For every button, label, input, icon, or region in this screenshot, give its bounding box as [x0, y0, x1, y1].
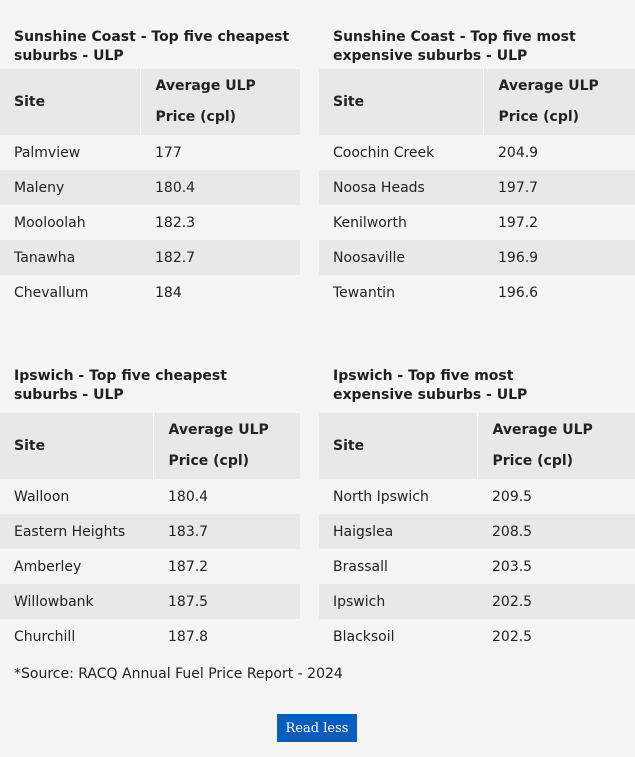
table-row: Maleny 180.4	[0, 170, 300, 205]
site-cell: Tanawha	[0, 240, 140, 275]
sunshine-cheapest-block: Sunshine Coast - Top five cheapest subur…	[0, 28, 300, 310]
price-column-header: Average ULP Price (cpl)	[476, 413, 635, 479]
site-column-header: Site	[319, 413, 477, 479]
table-row: Tewantin 196.6	[319, 275, 635, 310]
site-cell: Haigslea	[319, 514, 477, 549]
price-header-line2: Price (cpl)	[492, 453, 574, 469]
site-cell: Chevallum	[14, 284, 89, 301]
table-row: Blacksoil 202.5	[319, 619, 635, 654]
table-row: Amberley 187.2	[0, 549, 300, 584]
site-column-header: Site	[0, 69, 140, 135]
table-title: Ipswich - Top five cheapest suburbs - UL…	[14, 368, 227, 403]
ipswich-expensive-block: Ipswich - Top five most expensive suburb…	[319, 367, 635, 654]
table-header-row: Site Average ULP Price (cpl)	[319, 69, 635, 135]
table-row: Ipswich 202.5	[319, 584, 635, 619]
site-cell: Maleny	[0, 170, 140, 205]
site-column-header: Site	[0, 413, 153, 479]
ipswich-cheapest-table: Site Average ULP Price (cpl) Walloon 180.…	[0, 413, 300, 654]
price-cell: 184	[155, 284, 182, 301]
site-cell: Noosa Heads	[319, 170, 483, 205]
price-column-header: Average ULP Price (cpl)	[152, 413, 300, 479]
price-cell: 187.2	[168, 558, 209, 575]
site-cell: Ipswich	[319, 584, 477, 619]
table-title: Ipswich - Top five most expensive suburb…	[333, 368, 528, 403]
price-cell: 209.5	[492, 488, 533, 505]
table-row: Brassall 203.5	[319, 549, 635, 584]
site-cell: Eastern Heights	[0, 514, 153, 549]
price-cell: 208.5	[477, 514, 635, 549]
price-cell: 203.5	[492, 558, 533, 575]
price-cell: 177	[155, 144, 182, 161]
price-cell: 187.8	[168, 628, 209, 645]
site-cell: Brassall	[333, 558, 388, 575]
price-cell: 197.2	[498, 214, 539, 231]
site-cell: North Ipswich	[333, 488, 429, 505]
sunshine-expensive-table: Site Average ULP Price (cpl) Coochin Cre…	[319, 69, 635, 310]
read-less-button[interactable]: Read less	[277, 714, 357, 742]
site-cell: Palmview	[14, 144, 81, 161]
site-cell: Walloon	[14, 488, 70, 505]
table-row: Willowbank 187.5	[0, 584, 300, 619]
site-cell: Blacksoil	[333, 628, 395, 645]
ipswich-expensive-table: Site Average ULP Price (cpl) North Ipswi…	[319, 413, 635, 654]
price-cell: 187.5	[153, 584, 300, 619]
price-cell: 196.9	[483, 240, 635, 275]
source-note: *Source: RACQ Annual Fuel Price Report -…	[14, 666, 343, 682]
table-header-row: Site Average ULP Price (cpl)	[0, 69, 300, 135]
table-row: Walloon 180.4	[0, 479, 300, 514]
price-header-line1: Average ULP	[498, 78, 599, 94]
price-cell: 180.4	[140, 170, 300, 205]
site-cell: Noosaville	[319, 240, 483, 275]
table-row: Noosa Heads 197.7	[319, 170, 635, 205]
table-title: Sunshine Coast - Top five cheapest subur…	[14, 29, 290, 64]
price-column-header: Average ULP Price (cpl)	[139, 69, 300, 135]
site-cell: Tewantin	[333, 284, 395, 301]
site-cell: Kenilworth	[333, 214, 407, 231]
price-column-header: Average ULP Price (cpl)	[482, 69, 635, 135]
table-header-row: Site Average ULP Price (cpl)	[319, 413, 635, 479]
table-row: Chevallum 184	[0, 275, 300, 310]
price-cell: 202.5	[477, 584, 635, 619]
price-cell: 182.3	[155, 214, 196, 231]
site-cell: Willowbank	[0, 584, 153, 619]
table-row: Noosaville 196.9	[319, 240, 635, 275]
table-row: Tanawha 182.7	[0, 240, 300, 275]
table-row: Mooloolah 182.3	[0, 205, 300, 240]
price-header-line2: Price (cpl)	[155, 109, 237, 125]
price-cell: 204.9	[498, 144, 539, 161]
table-header-row: Site Average ULP Price (cpl)	[0, 413, 300, 479]
price-header-line1: Average ULP	[155, 78, 256, 94]
table-title: Sunshine Coast - Top five most expensive…	[333, 29, 576, 64]
table-row: North Ipswich 209.5	[319, 479, 635, 514]
price-cell: 180.4	[168, 488, 209, 505]
site-cell: Amberley	[14, 558, 82, 575]
price-cell: 197.7	[483, 170, 635, 205]
site-cell: Coochin Creek	[333, 144, 435, 161]
price-cell: 183.7	[153, 514, 300, 549]
site-cell: Churchill	[14, 628, 76, 645]
ipswich-cheapest-block: Ipswich - Top five cheapest suburbs - UL…	[0, 367, 300, 654]
table-row: Eastern Heights 183.7	[0, 514, 300, 549]
table-row: Haigslea 208.5	[319, 514, 635, 549]
table-row: Coochin Creek 204.9	[319, 135, 635, 170]
site-column-header: Site	[319, 69, 483, 135]
sunshine-expensive-block: Sunshine Coast - Top five most expensive…	[319, 28, 635, 310]
price-cell: 196.6	[498, 284, 539, 301]
price-header-line2: Price (cpl)	[168, 453, 250, 469]
table-row: Churchill 187.8	[0, 619, 300, 654]
table-row: Kenilworth 197.2	[319, 205, 635, 240]
sunshine-cheapest-table: Site Average ULP Price (cpl) Palmview 177…	[0, 69, 300, 310]
price-header-line1: Average ULP	[492, 422, 593, 438]
price-header-line1: Average ULP	[168, 422, 269, 438]
price-cell: 182.7	[140, 240, 300, 275]
price-cell: 202.5	[492, 628, 533, 645]
site-cell: Mooloolah	[14, 214, 86, 231]
table-row: Palmview 177	[0, 135, 300, 170]
price-header-line2: Price (cpl)	[498, 109, 580, 125]
